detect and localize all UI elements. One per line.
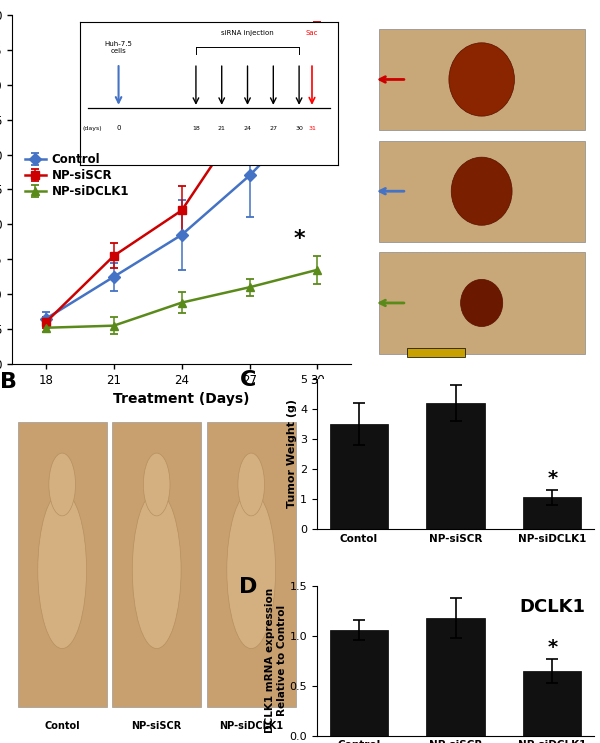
Bar	[207, 422, 296, 707]
Y-axis label: DCLK1 mRNA expression
Relative to Control: DCLK1 mRNA expression Relative to Contro…	[265, 588, 287, 733]
Bar	[18, 422, 107, 707]
Bar	[329, 629, 388, 736]
Bar	[379, 140, 584, 242]
Text: D: D	[239, 577, 258, 597]
Text: NP-siSCR: NP-siSCR	[131, 721, 182, 731]
Bar	[407, 348, 465, 357]
Ellipse shape	[449, 43, 514, 116]
Bar	[329, 424, 388, 529]
Bar	[379, 29, 584, 130]
Bar	[427, 617, 485, 736]
Text: NP-siDCLK1: NP-siDCLK1	[219, 721, 283, 731]
Ellipse shape	[238, 453, 265, 516]
Ellipse shape	[451, 158, 512, 225]
Ellipse shape	[227, 492, 275, 649]
Ellipse shape	[49, 453, 76, 516]
Legend: Control, NP-siSCR, NP-siDCLK1: Control, NP-siSCR, NP-siDCLK1	[25, 154, 130, 198]
Ellipse shape	[461, 279, 503, 326]
Bar	[523, 497, 581, 529]
Text: C: C	[239, 370, 256, 390]
Text: *: *	[547, 637, 557, 657]
Ellipse shape	[132, 492, 181, 649]
Ellipse shape	[38, 492, 86, 649]
Text: *: *	[293, 230, 305, 250]
Bar	[112, 422, 201, 707]
Bar	[523, 671, 581, 736]
Text: *: *	[547, 469, 557, 488]
Text: Contol: Contol	[44, 721, 80, 731]
Text: DCLK1: DCLK1	[520, 597, 586, 616]
Y-axis label: Tumor Weight (g): Tumor Weight (g)	[287, 399, 298, 508]
Bar	[427, 403, 485, 529]
X-axis label: Treatment (Days): Treatment (Days)	[113, 392, 250, 406]
Text: B: B	[1, 372, 17, 392]
Ellipse shape	[143, 453, 170, 516]
Bar	[379, 253, 584, 354]
